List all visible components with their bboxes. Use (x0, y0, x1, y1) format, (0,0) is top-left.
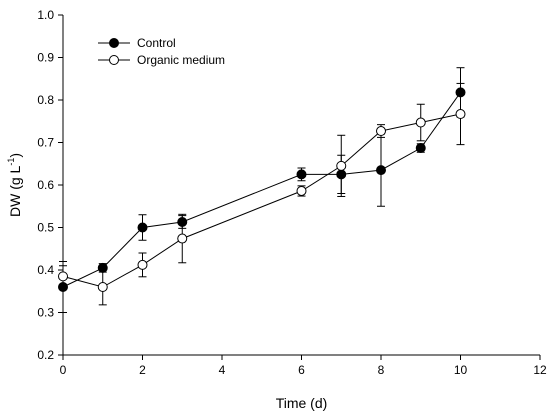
x-tick-label: 4 (219, 363, 226, 377)
y-tick-label: 0.3 (37, 306, 54, 320)
data-point (137, 259, 148, 270)
data-point (376, 165, 386, 176)
legend-label: Control (137, 36, 176, 50)
y-axis-title-sup: -1 (6, 158, 16, 166)
series-markers-1 (58, 109, 466, 292)
x-tick-label: 0 (60, 363, 67, 377)
x-tick-label: 8 (378, 363, 385, 377)
ticks: 0 2 4 6 8 10 12 0.2 0.3 0.4 0.5 0.6 0.7 0.8 0.9 1.0 (37, 8, 547, 377)
legend-marker (109, 38, 119, 48)
data-point (455, 109, 466, 120)
series-line (62, 92, 461, 288)
y-tick-label: 1.0 (37, 8, 54, 22)
y-tick-label: 0.9 (37, 51, 54, 65)
y-axis-title: DW (g L-1) (6, 153, 23, 217)
y-tick-label: 0.6 (37, 178, 54, 192)
data-point (336, 169, 347, 180)
data-point (415, 143, 426, 154)
y-tick-label: 0.7 (37, 136, 54, 150)
x-tick-label: 12 (533, 363, 547, 377)
legend-label: Organic medium (137, 53, 225, 67)
data-point (415, 117, 426, 128)
legend: Control Organic medium (98, 36, 225, 67)
data-point (58, 271, 68, 282)
series-1 (59, 82, 465, 306)
data-point (455, 87, 466, 98)
y-tick-label: 0.4 (37, 263, 54, 277)
y-tick-label: 0.2 (37, 348, 54, 362)
y-axis-title-main: DW (g L (7, 165, 23, 217)
x-axis-title: Time (d) (276, 395, 328, 411)
series-line (62, 113, 461, 288)
legend-entry-1: Organic medium (98, 53, 225, 67)
legend-entry-0: Control (98, 36, 176, 50)
legend-marker (109, 55, 119, 65)
data-point (177, 233, 188, 244)
y-axis-title-close: ) (7, 153, 23, 158)
axes (62, 15, 540, 356)
data-point (97, 262, 108, 273)
data-point (296, 169, 307, 180)
series-markers-0 (58, 87, 466, 292)
x-tick-label: 10 (454, 363, 468, 377)
data-point (97, 282, 108, 292)
series-layer (58, 67, 466, 313)
y-tick-label: 0.8 (37, 93, 54, 107)
x-tick-label: 2 (139, 363, 146, 377)
data-point (296, 185, 307, 196)
data-point (336, 160, 347, 171)
data-point (58, 282, 68, 292)
data-point (137, 222, 148, 233)
series-0 (59, 67, 465, 313)
data-point (376, 126, 386, 137)
x-tick-label: 6 (298, 363, 305, 377)
data-point (177, 216, 188, 227)
y-tick-label: 0.5 (37, 221, 54, 235)
